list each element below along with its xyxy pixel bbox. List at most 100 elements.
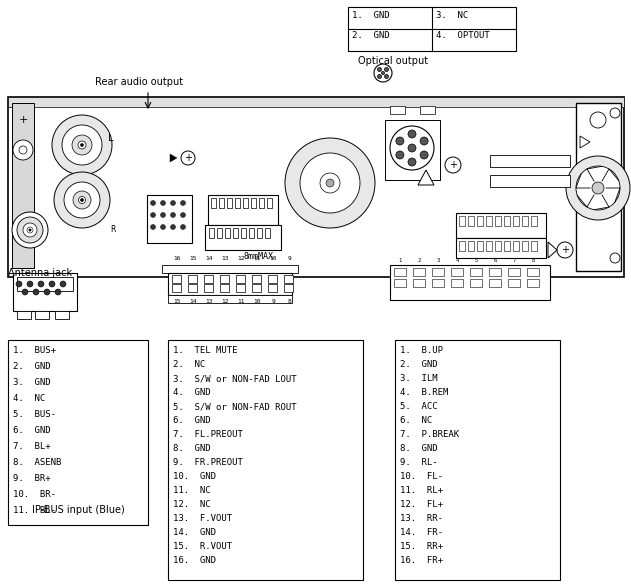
Bar [236,275,245,283]
Bar [284,284,293,292]
Bar [35,311,49,319]
Circle shape [590,112,606,128]
Text: 1.  BUS+: 1. BUS+ [13,346,56,355]
Bar [204,275,213,283]
Circle shape [22,289,28,295]
Text: 1: 1 [398,258,401,263]
Text: +: + [184,153,192,163]
Text: 13.  F.VOUT: 13. F.VOUT [173,514,232,523]
Bar [513,241,519,251]
Bar [211,198,216,208]
Circle shape [180,225,186,229]
Text: 4.  NC: 4. NC [13,394,45,403]
Text: 4.  B.REM: 4. B.REM [400,388,449,397]
Circle shape [55,289,61,295]
Polygon shape [170,154,177,162]
Bar [219,198,224,208]
Text: 2.  NC: 2. NC [173,360,205,369]
Text: 10.  FL-: 10. FL- [400,472,443,481]
Bar [259,198,264,208]
Text: 6.  GND: 6. GND [173,416,211,425]
Text: 14.  GND: 14. GND [173,528,216,537]
Bar [420,106,435,114]
Bar [459,241,465,251]
Text: 13: 13 [205,299,213,304]
Text: +: + [561,245,569,255]
Bar [168,273,292,295]
Bar [504,241,510,251]
Text: 12: 12 [221,299,229,304]
Circle shape [408,144,416,152]
Bar [233,228,238,238]
Bar [8,97,624,277]
Bar [477,241,483,251]
Text: 2.  GND: 2. GND [400,360,438,369]
Circle shape [33,289,39,295]
Bar [413,268,425,276]
Bar [394,279,406,287]
Circle shape [592,182,604,194]
Circle shape [23,223,37,237]
Text: 8.  ASENB: 8. ASENB [13,458,61,467]
Bar [486,241,492,251]
Bar [147,195,192,243]
Circle shape [13,140,33,160]
Circle shape [151,201,155,205]
Circle shape [445,157,461,173]
Text: 2.  GND: 2. GND [352,31,389,40]
Bar [208,195,278,225]
Circle shape [576,166,620,210]
Bar [531,216,537,226]
Circle shape [12,212,48,248]
Bar [522,216,528,226]
Bar [220,284,229,292]
Text: 16.  GND: 16. GND [173,556,216,565]
Text: 1.  GND: 1. GND [352,11,389,20]
Circle shape [181,151,195,165]
Text: 2.  GND: 2. GND [13,362,50,371]
Text: 14: 14 [205,256,213,261]
Polygon shape [418,170,434,185]
Text: 7.  BL+: 7. BL+ [13,442,50,451]
Circle shape [81,143,83,146]
Text: R: R [110,225,115,234]
Bar [172,275,181,283]
Text: 9.  BR+: 9. BR+ [13,474,50,483]
Text: 9.  RL-: 9. RL- [400,458,438,467]
Bar [459,216,465,226]
Bar [168,295,292,303]
Circle shape [557,242,573,258]
Text: 10: 10 [253,299,261,304]
Bar [251,198,256,208]
Bar [243,198,248,208]
Circle shape [78,141,86,149]
Bar [8,340,148,525]
Bar [490,155,570,167]
Text: Optical output: Optical output [358,56,428,66]
Text: 5.  ACC: 5. ACC [400,402,438,411]
Circle shape [17,217,43,243]
Bar [236,284,245,292]
Bar [470,268,482,276]
Text: 6: 6 [493,258,497,263]
Text: L: L [108,133,114,143]
Text: 3.  NC: 3. NC [436,11,468,20]
Text: 8.  GND: 8. GND [400,444,438,453]
Circle shape [54,172,110,228]
Bar [413,279,425,287]
Text: 13.  RR-: 13. RR- [400,514,443,523]
Circle shape [384,74,389,78]
Polygon shape [548,242,557,258]
Bar [220,275,229,283]
Text: 1.  B.UP: 1. B.UP [400,346,443,355]
Text: 7.  FL.PREOUT: 7. FL.PREOUT [173,430,243,439]
Text: Antenna jack: Antenna jack [8,268,72,278]
Bar [188,284,197,292]
Text: 3.  S/W or NON-FAD LOUT: 3. S/W or NON-FAD LOUT [173,374,297,383]
Text: 11.  BL-: 11. BL- [13,506,56,515]
Circle shape [377,74,382,78]
Text: Rear audio output: Rear audio output [95,77,183,87]
Circle shape [300,153,360,213]
Text: 15.  RR+: 15. RR+ [400,542,443,551]
Text: 4: 4 [456,258,459,263]
